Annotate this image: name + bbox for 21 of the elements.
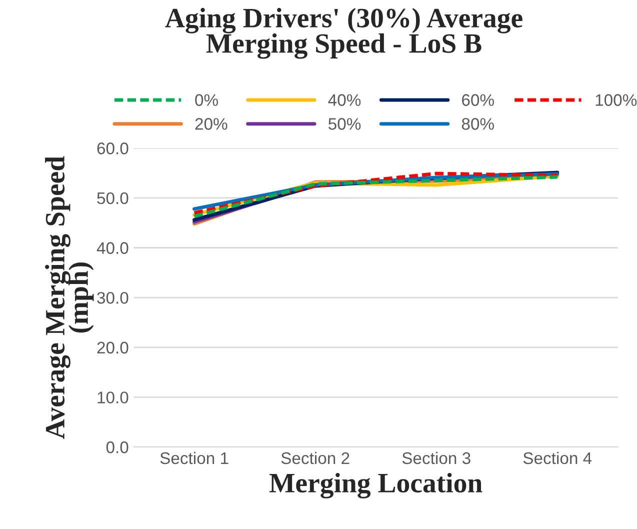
legend-label: 40% xyxy=(328,94,361,106)
y-tick-label: 60.0 xyxy=(97,142,128,154)
x-tick-label: Section 4 xyxy=(523,452,592,464)
chart-title: Aging Drivers' (30%) Average Merging Speed - LoS B xyxy=(165,8,522,59)
legend-label: 100% xyxy=(596,94,637,106)
x-tick-label: Section 2 xyxy=(281,452,350,464)
x-axis-title: Merging Location xyxy=(269,472,482,498)
x-tick-label: Section 3 xyxy=(402,452,470,464)
y-tick-label: 20.0 xyxy=(97,342,128,354)
legend-label: 50% xyxy=(328,118,361,130)
y-tick-label: 10.0 xyxy=(98,392,128,404)
y-tick-label: 50.0 xyxy=(97,192,128,204)
legend-label: 60% xyxy=(462,94,494,106)
legend-label: 0% xyxy=(195,94,218,106)
x-tick-label: Section 1 xyxy=(160,452,228,464)
legend-label: 80% xyxy=(462,118,494,130)
legend-label: 20% xyxy=(195,118,228,130)
y-tick-label: 0.0 xyxy=(106,441,128,454)
y-tick-label: 30.0 xyxy=(97,292,128,304)
y-tick-label: 40.0 xyxy=(96,242,128,254)
y-axis-title: Average Merging Speed (mph) xyxy=(45,156,94,439)
